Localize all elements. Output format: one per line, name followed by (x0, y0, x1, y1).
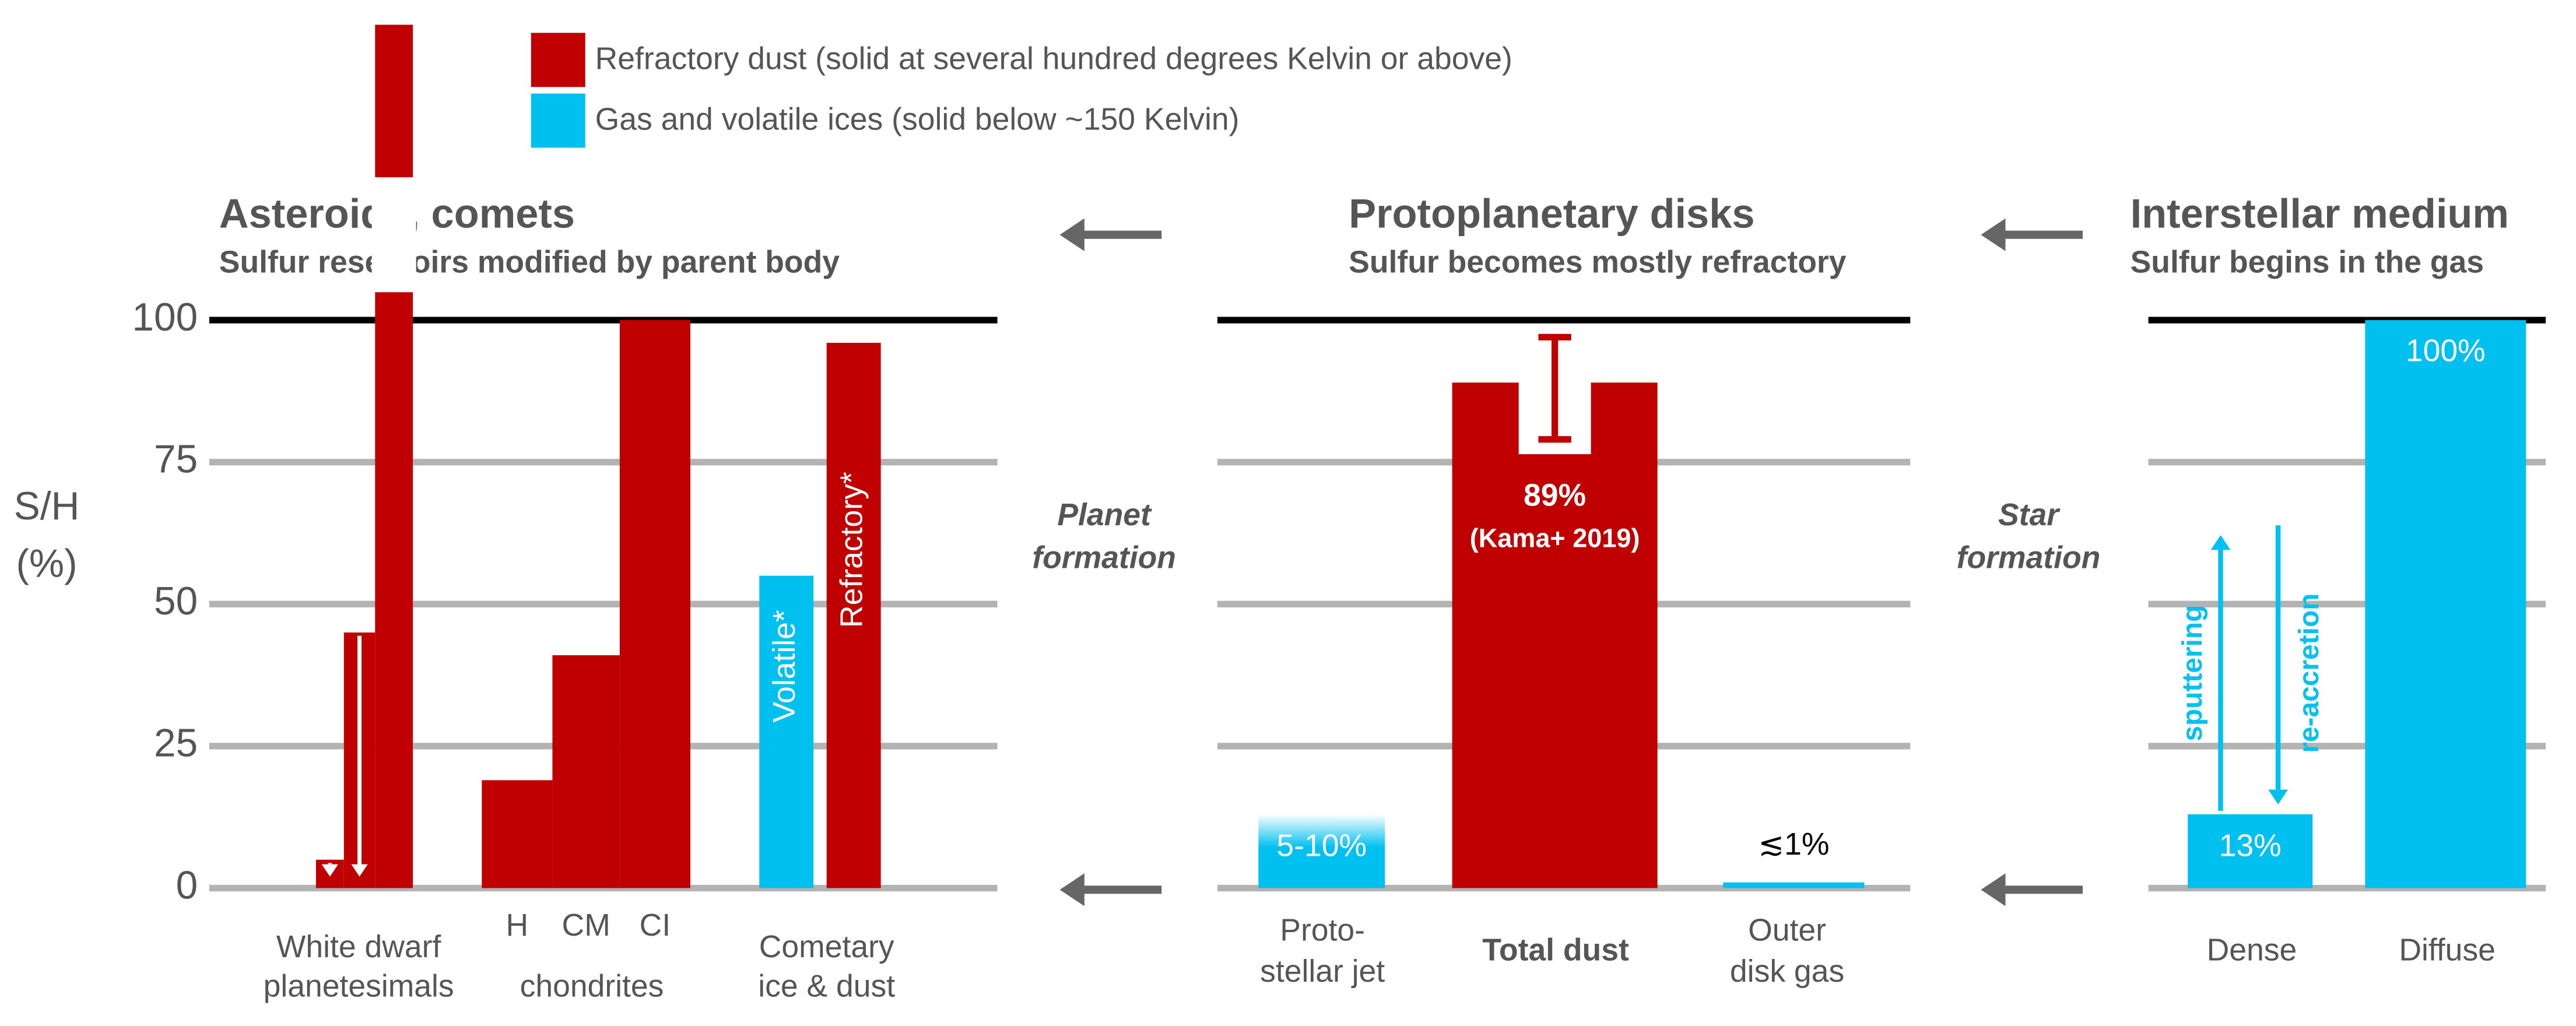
annotation: (Kama+ 2019) (1470, 523, 1640, 553)
transition-label: formation (1957, 540, 2101, 575)
x-tick-label: Proto- (1280, 913, 1365, 948)
y-tick-label: 75 (154, 438, 198, 482)
axis-break (371, 177, 416, 293)
y-tick-label: 50 (154, 579, 198, 623)
bar (759, 575, 814, 888)
transition-label: formation (1032, 540, 1176, 575)
x-tick-label: CM (562, 908, 610, 943)
y-tick-label: 0 (176, 863, 198, 907)
value-label: 13% (2219, 829, 2282, 863)
bar (619, 320, 690, 888)
y-axis-label: S/H (14, 484, 80, 528)
value-label: 89% (1524, 478, 1586, 512)
group-label: Cometary (759, 930, 894, 964)
transition-label: Planet (1057, 498, 1152, 532)
value-label: 100% (2406, 334, 2486, 368)
group-label: chondrites (520, 969, 664, 1003)
group-label: ice & dust (758, 969, 895, 1003)
y-axis-label: (%) (16, 542, 78, 585)
bar (2188, 814, 2313, 888)
panel-title: Interstellar medium (2131, 190, 2509, 236)
value-label: 5-10% (1276, 829, 1367, 863)
legend-swatch (531, 33, 585, 87)
bar-label: Refractory* (834, 472, 869, 628)
bar (482, 780, 553, 888)
bar (375, 24, 413, 888)
group-label: White dwarf (276, 930, 441, 964)
bar (826, 343, 881, 888)
error-bar (1538, 333, 1571, 443)
process-label: re-accretion (2294, 593, 2325, 753)
x-tick-label: Total dust (1482, 933, 1629, 967)
value-label: ≲1% (1758, 827, 1829, 862)
bar (2365, 320, 2526, 888)
x-tick-label: disk gas (1730, 954, 1844, 989)
group-label: planetesimals (264, 969, 454, 1003)
y-tick-label: 100 (132, 296, 198, 339)
transition-label: Star (1998, 498, 2061, 532)
bar (1258, 814, 1385, 888)
legend-label: Refractory dust (solid at several hundre… (595, 41, 1512, 76)
process-label: sputtering (2177, 605, 2208, 742)
bar (1452, 382, 1658, 888)
legend-swatch (531, 93, 585, 148)
x-tick-label: Dense (2207, 933, 2297, 967)
bar (552, 655, 620, 888)
panel-subtitle: Sulfur becomes mostly refractory (1349, 245, 1847, 280)
x-tick-label: CI (640, 908, 671, 943)
x-tick-label: Outer (1748, 913, 1826, 948)
legend-label: Gas and volatile ices (solid below ~150 … (595, 103, 1240, 137)
panel-subtitle: Sulfur begins in the gas (2131, 245, 2484, 280)
x-tick-label: Diffuse (2399, 933, 2496, 967)
panel-subtitle: Sulfur reservoirs modified by parent bod… (219, 245, 840, 280)
bar-label: Volatile* (767, 610, 802, 722)
bar (1723, 882, 1865, 888)
y-tick-label: 25 (154, 722, 198, 765)
x-tick-label: stellar jet (1260, 954, 1385, 989)
x-tick-label: H (506, 908, 529, 943)
panel-title: Protoplanetary disks (1349, 190, 1754, 236)
